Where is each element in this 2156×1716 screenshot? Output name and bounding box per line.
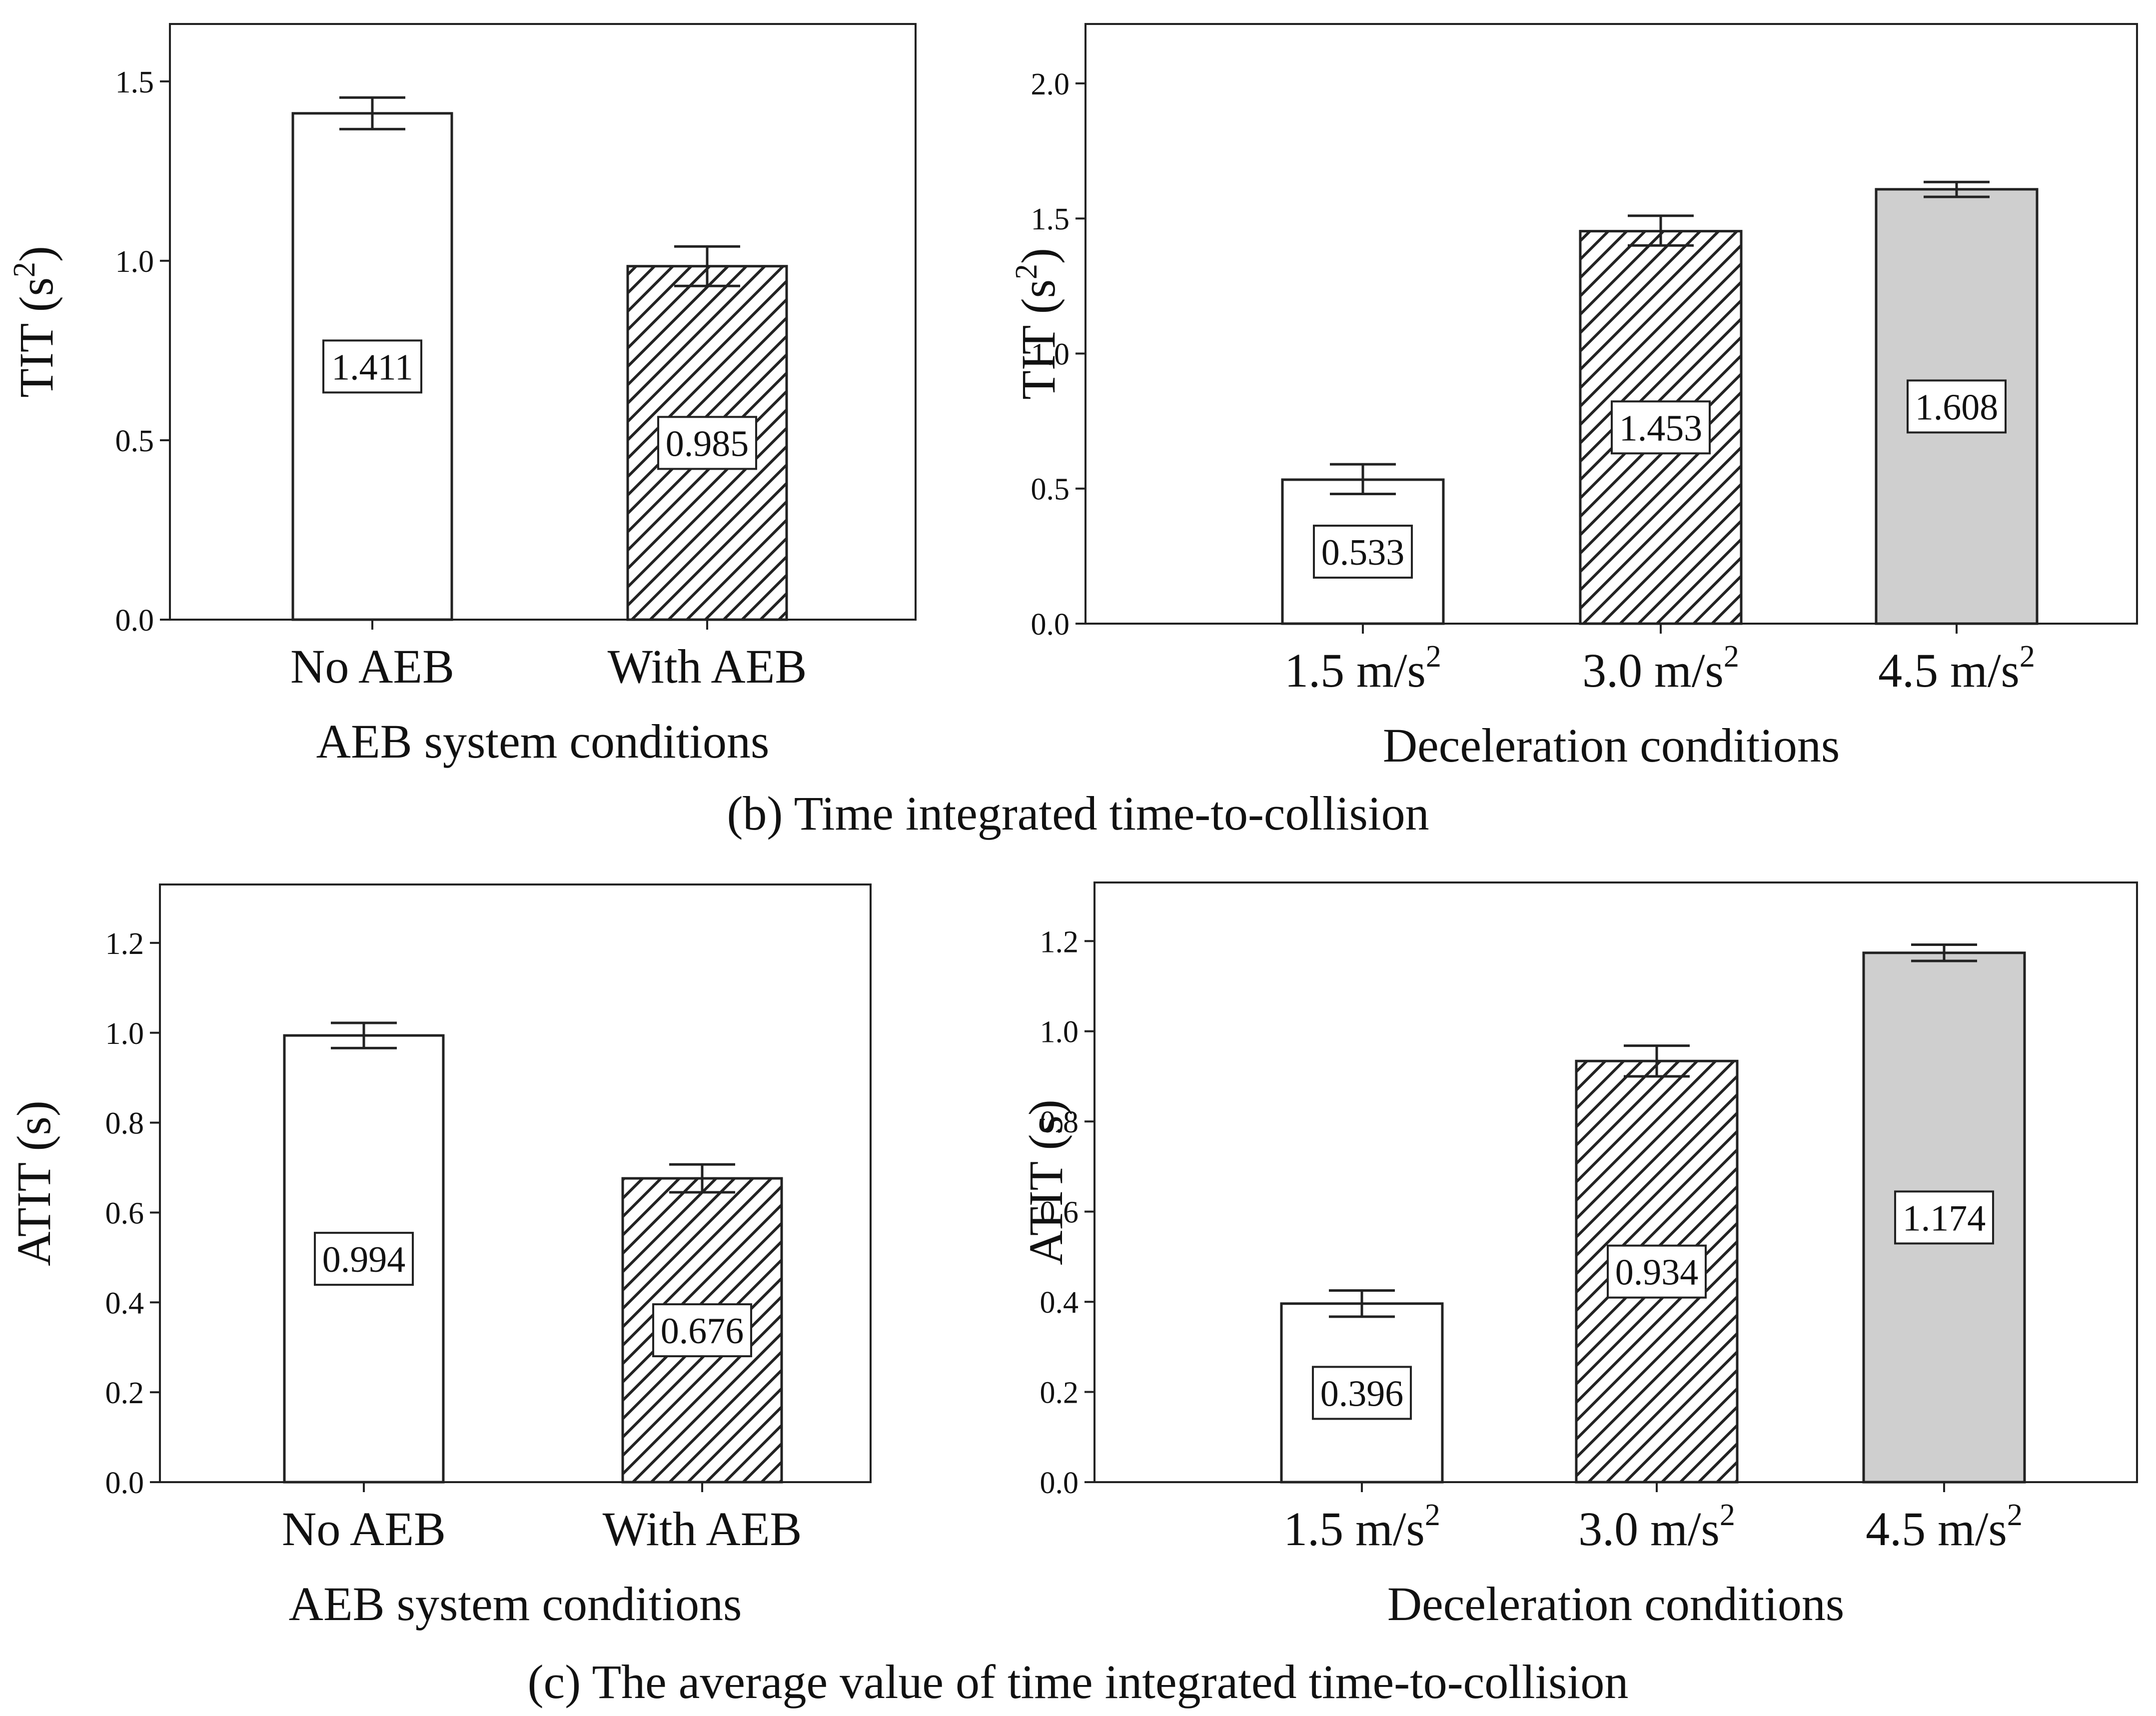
y-tick-label: 0.6 xyxy=(1040,1196,1079,1230)
y-tick-label: 0.8 xyxy=(105,1107,144,1141)
data-label: 0.934 xyxy=(1615,1252,1699,1293)
data-label: 0.985 xyxy=(666,423,749,464)
y-tick-label: 0.2 xyxy=(1040,1376,1079,1410)
x-category-label: With AEB xyxy=(608,640,807,693)
data-label-box xyxy=(1312,1366,1412,1420)
caption-b: (b) Time integrated time-to-collision xyxy=(727,787,1429,840)
x-category-label: With AEB xyxy=(603,1502,802,1556)
y-tick-label: 0.0 xyxy=(105,1466,144,1500)
y-tick-label: 0.8 xyxy=(1040,1105,1079,1139)
data-label: 1.174 xyxy=(1903,1198,1986,1239)
y-axis-title: ATIT (s) xyxy=(7,1100,60,1266)
data-label: 1.453 xyxy=(1619,408,1703,449)
y-tick-label: 0.4 xyxy=(105,1286,144,1320)
data-label-box xyxy=(1313,524,1413,579)
chart-panel-2: 0.0 0.5 1.0 1.5 2.0 TIT (s2) 0.533 1.5 m/s2 1.45… xyxy=(1010,23,2138,772)
data-label-box xyxy=(1894,1190,1994,1245)
data-label-box xyxy=(1607,1244,1707,1299)
y-tick-label: 0.5 xyxy=(115,424,154,458)
data-label-box xyxy=(314,1232,414,1286)
chart-panel-1: 0.0 0.5 1.0 1.5 TIT (s2) 1.411 No AEB 0.985 With… xyxy=(7,23,917,768)
chart-panel-3: 0.0 0.2 0.4 0.6 0.8 1.0 1.2 ATIT (s) 0.994 No AEB… xyxy=(7,883,872,1631)
x-category-label: 4.5 m/s2 xyxy=(1866,1498,2023,1556)
y-tick-label: 1.0 xyxy=(105,1017,144,1051)
y-tick-label: 0.5 xyxy=(1031,473,1070,507)
y-tick-label: 0.0 xyxy=(115,604,154,638)
x-axis-title: AEB system conditions xyxy=(316,715,770,768)
y-tick-label: 0.0 xyxy=(1040,1466,1079,1500)
y-tick-label: 1.2 xyxy=(105,927,144,961)
data-label-box xyxy=(657,416,757,470)
x-axis-title: Deceleration conditions xyxy=(1387,1577,1844,1631)
x-category-label: 4.5 m/s2 xyxy=(1878,640,2035,697)
chart-panel-4: 0.0 0.2 0.4 0.6 0.8 1.0 1.2 ATIT (s) 0.396 1.5 m/… xyxy=(1019,881,2138,1631)
y-tick-label: 1.5 xyxy=(1031,202,1070,236)
y-axis-title: TIT (s2) xyxy=(1010,248,1065,400)
x-category-label: No AEB xyxy=(290,640,454,693)
data-label: 1.608 xyxy=(1915,387,1999,428)
y-tick-label: 2.0 xyxy=(1031,67,1070,101)
x-category-label: 3.0 m/s2 xyxy=(1582,640,1739,697)
plot-frame xyxy=(159,883,872,1483)
plot-frame xyxy=(169,23,917,621)
y-tick-label: 1.2 xyxy=(1040,925,1079,959)
y-tick-label: 1.5 xyxy=(115,65,154,99)
y-tick-label: 0.6 xyxy=(105,1196,144,1230)
data-label: 0.533 xyxy=(1321,532,1405,573)
data-label: 0.994 xyxy=(322,1239,406,1280)
y-tick-label: 0.2 xyxy=(105,1376,144,1410)
y-axis-title: ATIT (s) xyxy=(1019,1099,1073,1265)
y-tick-label: 1.0 xyxy=(1040,1015,1079,1049)
data-label-box xyxy=(322,339,422,394)
x-category-label: 1.5 m/s2 xyxy=(1284,640,1441,697)
data-label-box xyxy=(652,1303,752,1358)
data-label: 1.411 xyxy=(331,347,413,388)
caption-c: (c) The average value of time integrated… xyxy=(528,1655,1629,1709)
x-axis-title: AEB system conditions xyxy=(289,1577,742,1631)
y-axis-title: TIT (s2) xyxy=(7,246,63,398)
x-category-label: 1.5 m/s2 xyxy=(1283,1498,1440,1556)
y-tick-label: 0.4 xyxy=(1040,1286,1079,1320)
y-tick-label: 1.0 xyxy=(1031,337,1070,371)
data-label-box xyxy=(1907,379,2007,434)
y-tick-label: 0.0 xyxy=(1031,608,1070,642)
data-label: 0.396 xyxy=(1320,1373,1404,1414)
data-label-box xyxy=(1611,400,1711,455)
x-category-label: 3.0 m/s2 xyxy=(1578,1498,1735,1556)
x-category-label: No AEB xyxy=(282,1502,446,1556)
y-tick-label: 1.0 xyxy=(115,245,154,279)
x-axis-title: Deceleration conditions xyxy=(1383,719,1840,772)
data-label: 0.676 xyxy=(661,1311,744,1352)
